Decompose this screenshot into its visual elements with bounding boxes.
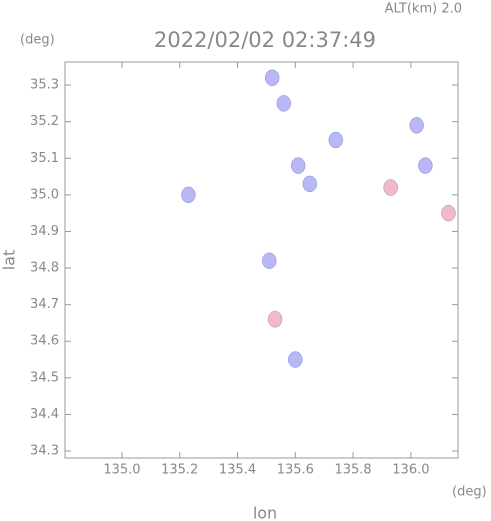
y-tick-label: 35.0 (30, 187, 59, 202)
x-tick-label: 135.6 (277, 463, 314, 478)
echo-blob (418, 157, 433, 174)
echo-blob (409, 117, 424, 134)
echo-blob (441, 204, 456, 222)
plot-frame (64, 61, 459, 459)
chart-title: 2022/02/02 02:37:49 (154, 28, 376, 52)
echo-blob (264, 69, 280, 86)
y-unit: (deg) (20, 33, 55, 48)
y-tick-label: 35.2 (30, 114, 59, 129)
y-tick-label: 34.4 (30, 407, 59, 422)
echo-blob (383, 179, 398, 196)
y-tick-label: 34.6 (30, 334, 59, 349)
y-axis-label: lat (0, 250, 19, 271)
echo-blob (288, 351, 303, 368)
echo-blob (328, 131, 344, 149)
x-tick-label: 135.2 (161, 463, 198, 478)
y-tick-label: 34.9 (30, 224, 59, 239)
echo-blob (262, 252, 277, 269)
y-tick-label: 34.3 (30, 444, 59, 459)
echo-blob (290, 157, 306, 174)
x-unit: (deg) (452, 485, 487, 500)
x-tick-label: 135.0 (103, 463, 140, 478)
x-tick-label: 135.8 (334, 463, 371, 478)
y-tick-label: 34.8 (30, 261, 59, 276)
y-tick-label: 35.1 (30, 151, 59, 166)
x-tick-label: 136.0 (392, 463, 429, 478)
y-tick-label: 34.7 (30, 297, 59, 312)
x-tick-label: 135.4 (219, 463, 256, 478)
y-tick-label: 34.5 (30, 370, 59, 385)
echo-blob (267, 311, 283, 328)
y-tick-label: 35.3 (30, 78, 59, 93)
echo-blob (276, 95, 292, 112)
altitude: ALT(km) 2.0 (385, 2, 462, 17)
echo-blob (302, 175, 318, 193)
x-axis-label: lon (253, 504, 277, 521)
echo-blob (181, 186, 196, 204)
